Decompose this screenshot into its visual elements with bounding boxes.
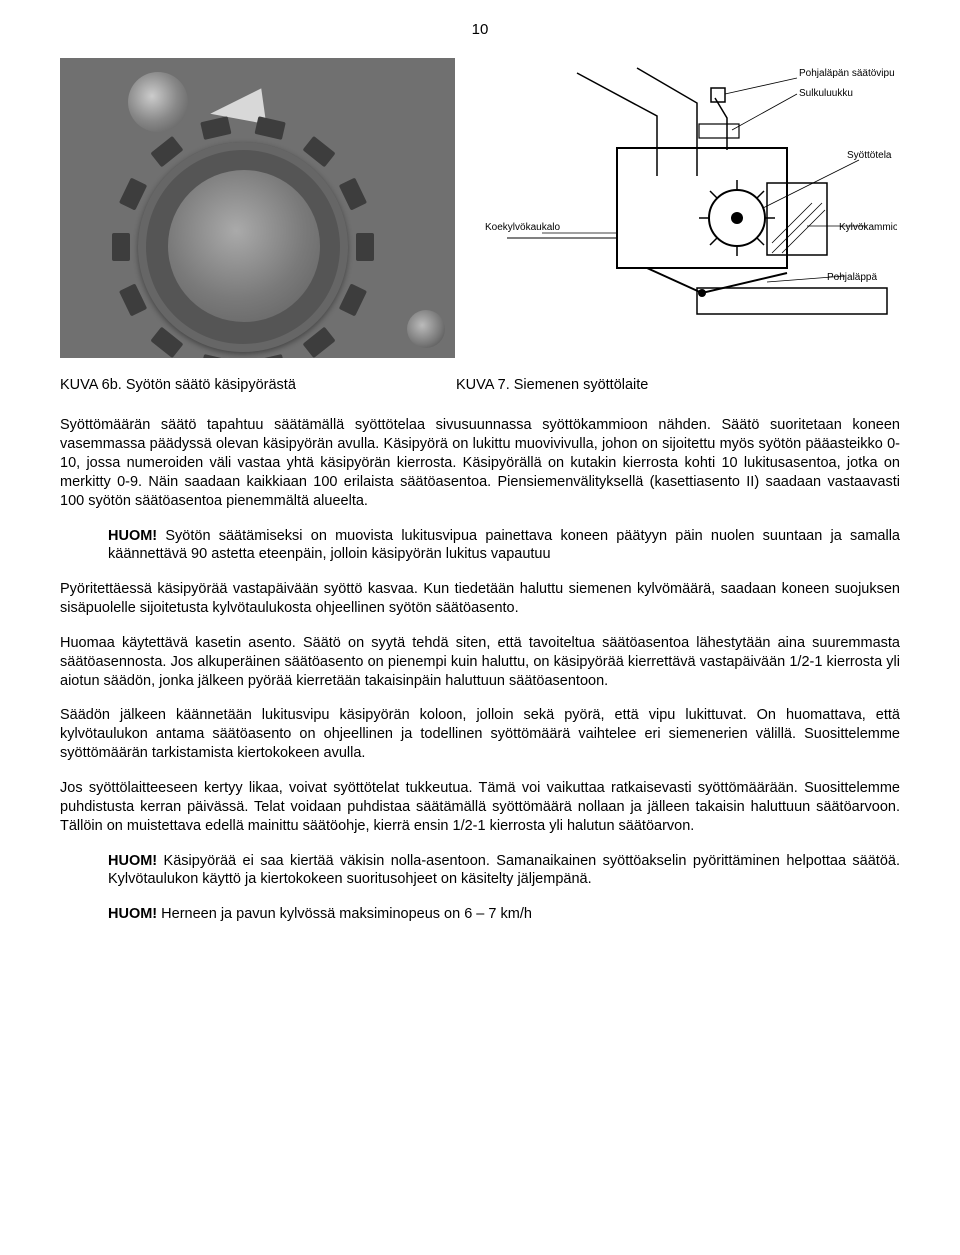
diagram-label: Kylvökammio [839,222,897,233]
body-paragraph: Huomaa käytettävä kasetin asento. Säätö … [60,634,900,691]
dial-inner [168,170,320,322]
note-block: HUOM! Syötön säätämiseksi on muovista lu… [108,527,900,565]
diagram-label: Syöttötela [847,150,892,161]
note-text: Käsipyörää ei saa kiertää väkisin nolla-… [108,853,900,888]
note-text: Herneen ja pavun kylvössä maksiminopeus … [157,906,532,922]
figure-diagram-feeder: Pohjaläpän säätövipu Sulkuluukku Syöttöt… [467,58,897,358]
body-paragraph: Pyöritettäessä käsipyörää vastapäivään s… [60,580,900,618]
diagram-label: Koekylvökaukalo [485,222,560,233]
page-number: 10 [60,20,900,40]
screw-icon [128,72,188,132]
note-block: HUOM! Herneen ja pavun kylvössä maksimin… [108,905,900,924]
screw-icon [407,310,445,348]
feeder-diagram-svg: Pohjaläpän säätövipu Sulkuluukku Syöttöt… [467,58,897,358]
diagram-label: Pohjaläpän säätövipu [799,68,895,79]
captions-row: KUVA 6b. Syötön säätö käsipyörästä KUVA … [60,376,900,395]
figure-caption-left: KUVA 6b. Syötön säätö käsipyörästä [60,376,410,395]
figure-photo-dial [60,58,455,358]
note-block: HUOM! Käsipyörää ei saa kiertää väkisin … [108,852,900,890]
figure-caption-right: KUVA 7. Siemenen syöttölaite [456,376,900,395]
diagram-label: Sulkuluukku [799,88,853,99]
body-paragraph: Säädön jälkeen käännetään lukitusvipu kä… [60,706,900,763]
body-paragraph: Jos syöttölaitteeseen kertyy likaa, voiv… [60,779,900,836]
note-label: HUOM! [108,906,157,922]
note-text: Syötön säätämiseksi on muovista lukitusv… [108,528,900,563]
note-label: HUOM! [108,528,157,544]
note-label: HUOM! [108,853,157,869]
diagram-label: Pohjaläppä [827,272,877,283]
body-paragraph: Syöttömäärän säätö tapahtuu säätämällä s… [60,416,900,510]
figures-row: Pohjaläpän säätövipu Sulkuluukku Syöttöt… [60,58,900,358]
